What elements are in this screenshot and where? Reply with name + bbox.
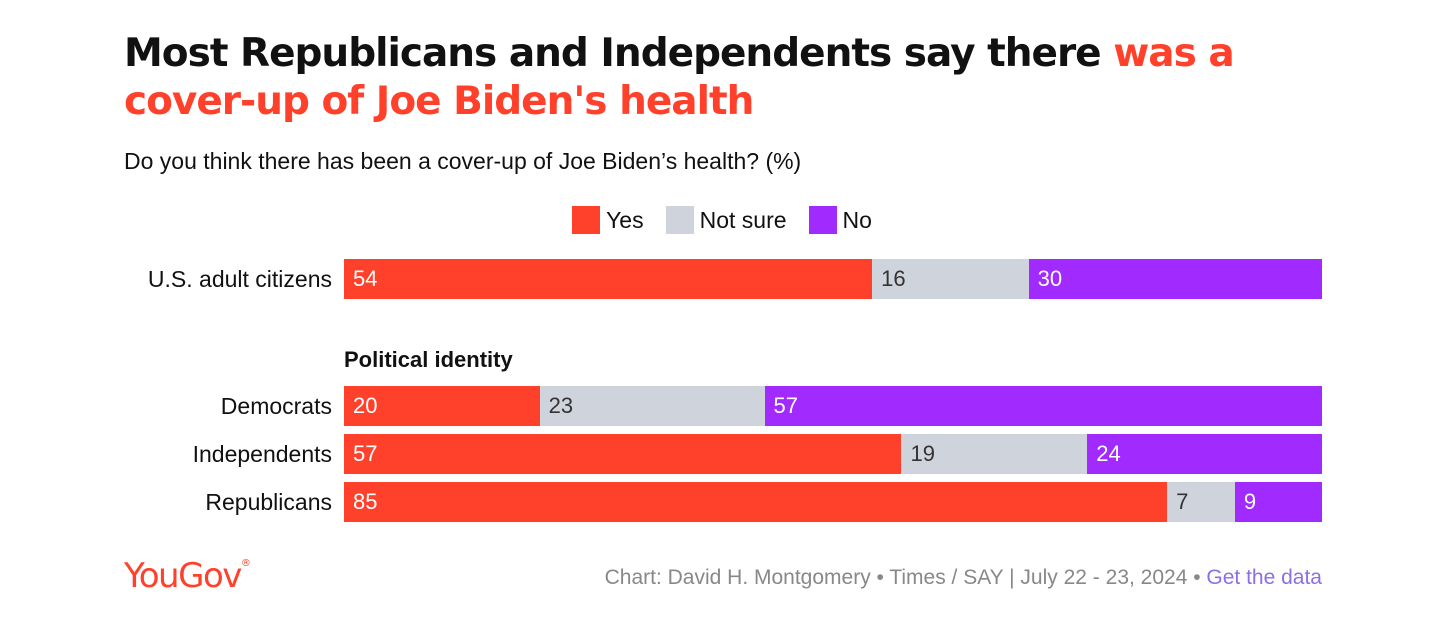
bar-row-us-adult-citizens: 54 16 30: [344, 259, 1322, 299]
legend-label-yes: Yes: [606, 206, 644, 233]
legend-swatch-not-sure: [665, 206, 694, 234]
bar-segment-not-sure-independents: 19: [901, 434, 1088, 474]
chart-title: Most Republicans and Independents say th…: [124, 30, 1354, 126]
legend-item-not-sure: Not sure: [665, 206, 787, 234]
row-label-republicans: Republicans: [205, 489, 332, 515]
credit-text: Chart: David H. Montgomery • Times / SAY…: [604, 566, 1207, 589]
legend-label-no: No: [842, 206, 872, 233]
footer-credit: Chart: David H. Montgomery • Times / SAY…: [605, 566, 1322, 590]
bar-segment-no-independents: 24: [1087, 434, 1322, 474]
bar-segment-not-sure-u-s-adult-citizens: 16: [872, 259, 1029, 299]
bar-segment-no-democrats: 57: [764, 386, 1322, 426]
row-label-democrats: Democrats: [220, 393, 332, 419]
get-the-data-link[interactable]: Get the data: [1206, 566, 1322, 589]
logo-registered-mark: ®: [240, 558, 251, 569]
bar-row-democrats: 20 23 57: [344, 386, 1322, 426]
bar-segment-not-sure-democrats: 23: [539, 386, 765, 426]
row-label-independents: Independents: [192, 441, 332, 467]
bar-segment-yes-democrats: 20: [344, 386, 540, 426]
title-highlight: was a cover-up of Joe Biden's health: [124, 31, 1235, 124]
group-label-political-identity: Political identity: [344, 347, 513, 372]
yougov-logo[interactable]: YouGov®: [124, 556, 251, 596]
legend-item-no: No: [808, 206, 872, 234]
bar-row-republicans: 85 7 9: [344, 482, 1322, 522]
bar-segment-no-republicans: 9: [1234, 482, 1322, 522]
bar-segment-not-sure-republicans: 7: [1167, 482, 1235, 522]
chart-subtitle: Do you think there has been a cover-up o…: [124, 148, 802, 174]
bar-segment-yes-republicans: 85: [344, 482, 1168, 522]
row-label-us-adult-citizens: U.S. adult citizens: [147, 266, 332, 292]
legend-swatch-no: [808, 206, 837, 234]
legend-item-yes: Yes: [572, 206, 644, 234]
title-part1: Most Republicans and Independents say th…: [124, 31, 1114, 76]
legend-swatch-yes: [572, 206, 601, 234]
legend: Yes Not sure No: [0, 204, 1444, 236]
bar-segment-no-u-s-adult-citizens: 30: [1028, 259, 1322, 299]
legend-label-not-sure: Not sure: [699, 206, 787, 233]
bar-row-independents: 57 19 24: [344, 434, 1322, 474]
bar-segment-yes-independents: 57: [344, 434, 902, 474]
bar-segment-yes-u-s-adult-citizens: 54: [344, 259, 873, 299]
logo-text: YouGov: [124, 556, 242, 596]
